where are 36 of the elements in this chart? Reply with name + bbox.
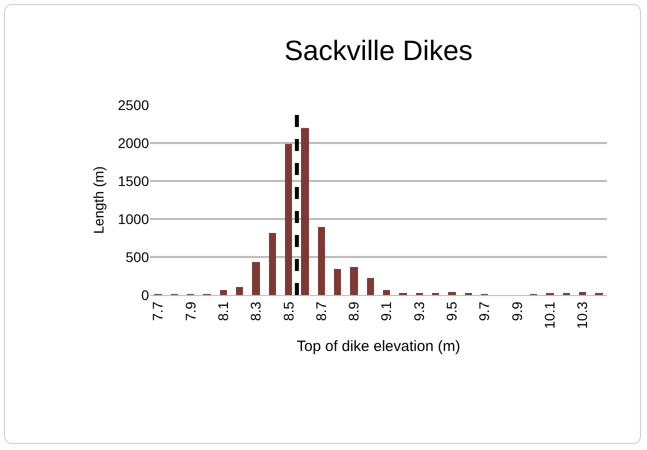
x-tick-label: 10.1 <box>541 301 558 329</box>
bar <box>220 290 227 295</box>
x-tick-label: 8.1 <box>215 301 231 322</box>
x-tick-label: 9.7 <box>476 301 492 322</box>
y-tick-label: 0 <box>141 286 150 303</box>
bar <box>448 292 456 295</box>
x-tick-label: 9.3 <box>410 301 427 322</box>
x-tick-label: 8.3 <box>248 301 264 322</box>
bar <box>301 128 309 295</box>
y-axis-title: Length (m) <box>90 166 106 234</box>
bar <box>318 227 325 295</box>
x-tick-label: 9.9 <box>508 301 525 322</box>
x-tick-label: 8.9 <box>346 301 362 322</box>
bar <box>236 287 243 295</box>
y-tick-label: 2000 <box>118 134 150 151</box>
y-tick-label: 2500 <box>118 96 150 113</box>
y-tick-label: 1000 <box>118 210 150 227</box>
x-tick-label: 8.7 <box>312 301 329 322</box>
x-tick-label: 7.7 <box>150 301 166 322</box>
x-tick-label: 10.3 <box>574 301 590 329</box>
x-axis-title: Top of dike elevation (m) <box>296 338 460 355</box>
x-tick-label: 9.1 <box>378 301 394 322</box>
bar <box>252 262 260 295</box>
bar <box>350 267 358 295</box>
bar <box>269 233 276 295</box>
x-tick-label: 9.5 <box>444 301 460 322</box>
x-tick-label: 7.9 <box>182 301 198 322</box>
bar <box>579 292 586 295</box>
chart-title: Sackville Dikes <box>284 35 473 66</box>
bar <box>334 269 341 295</box>
bar <box>285 144 292 295</box>
y-tick-label: 500 <box>126 248 150 265</box>
bar <box>367 278 374 295</box>
x-tick-label: 8.5 <box>280 301 296 322</box>
y-tick-label: 1500 <box>118 172 150 189</box>
bar <box>383 290 390 295</box>
